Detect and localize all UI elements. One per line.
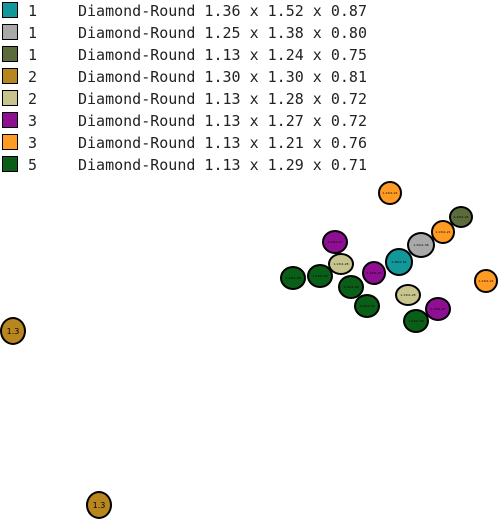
legend-swatch [2, 46, 18, 62]
legend-row: 1 Diamond-Round 1.36 x 1.52 x 0.87 [0, 0, 420, 22]
stone-marker[interactable]: 1.13x1.29 [280, 266, 306, 290]
legend-swatch [2, 112, 18, 128]
stone-marker[interactable]: 1.13x1.27 [322, 230, 348, 254]
legend-swatch [2, 90, 18, 106]
legend-row: 1 Diamond-Round 1.25 x 1.38 x 0.80 [0, 22, 420, 44]
stone-marker[interactable]: 1.13x1.27 [362, 261, 386, 285]
legend-row: 2 Diamond-Round 1.13 x 1.28 x 0.72 [0, 88, 420, 110]
stone-marker[interactable]: 1.13x1.28 [328, 253, 354, 275]
stone-marker[interactable]: 1.13x1.28 [395, 284, 421, 306]
legend-description: Diamond-Round 1.25 x 1.38 x 0.80 [78, 24, 367, 42]
legend-row: 3 Diamond-Round 1.13 x 1.27 x 0.72 [0, 110, 420, 132]
legend-count: 5 [28, 156, 38, 174]
stone-marker[interactable]: 1.25x1.38 [407, 232, 435, 258]
legend-row: 2 Diamond-Round 1.30 x 1.30 x 0.81 [0, 66, 420, 88]
legend-description: Diamond-Round 1.13 x 1.27 x 0.72 [78, 112, 367, 130]
stone-marker[interactable]: 1.13x1.29 [354, 294, 380, 318]
stone-marker[interactable]: 1.13x1.21 [474, 269, 498, 293]
stone-marker[interactable]: 1.13x1.29 [307, 264, 333, 288]
legend-row: 1 Diamond-Round 1.13 x 1.24 x 0.75 [0, 44, 420, 66]
stone-marker[interactable]: 1.13x1.21 [431, 220, 455, 244]
stone-marker[interactable]: 1.3 [86, 491, 112, 519]
legend-description: Diamond-Round 1.13 x 1.24 x 0.75 [78, 46, 367, 64]
legend-swatch [2, 24, 18, 40]
stone-marker[interactable]: 1.13x1.21 [378, 181, 402, 205]
stone-marker[interactable]: 1.3 [0, 317, 26, 345]
legend-count: 2 [28, 90, 38, 108]
legend-row: 5 Diamond-Round 1.13 x 1.29 x 0.71 [0, 154, 420, 176]
legend-count: 3 [28, 134, 38, 152]
legend-count: 1 [28, 24, 38, 42]
legend-swatch [2, 156, 18, 172]
legend-count: 2 [28, 68, 38, 86]
legend-row: 3 Diamond-Round 1.13 x 1.21 x 0.76 [0, 132, 420, 154]
legend-count: 1 [28, 2, 38, 20]
legend-swatch [2, 2, 18, 18]
stone-marker[interactable]: 1.13x1.29 [403, 309, 429, 333]
legend-count: 1 [28, 46, 38, 64]
legend-description: Diamond-Round 1.30 x 1.30 x 0.81 [78, 68, 367, 86]
legend-description: Diamond-Round 1.36 x 1.52 x 0.87 [78, 2, 367, 20]
legend-swatch [2, 134, 18, 150]
legend-count: 3 [28, 112, 38, 130]
legend-description: Diamond-Round 1.13 x 1.29 x 0.71 [78, 156, 367, 174]
legend-description: Diamond-Round 1.13 x 1.28 x 0.72 [78, 90, 367, 108]
stone-marker[interactable]: 1.13x1.24 [449, 206, 473, 228]
stone-marker[interactable]: 1.13x1.27 [425, 297, 451, 321]
stone-marker[interactable]: 1.36x1.52 [385, 248, 413, 276]
legend-description: Diamond-Round 1.13 x 1.21 x 0.76 [78, 134, 367, 152]
legend-swatch [2, 68, 18, 84]
